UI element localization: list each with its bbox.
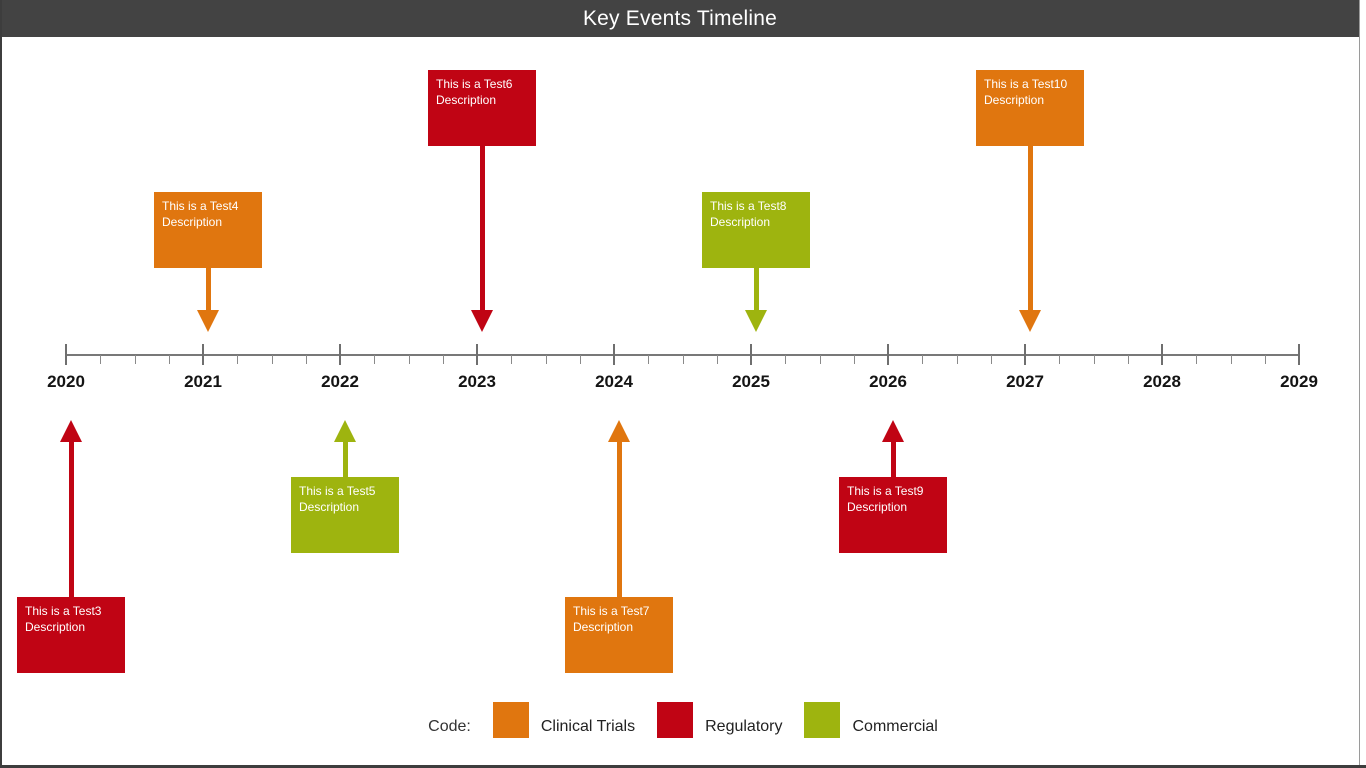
window-border-bottom xyxy=(0,765,1366,768)
event-box: This is a Test10 Description xyxy=(976,70,1084,146)
axis-minor-tick xyxy=(1196,355,1197,364)
axis-minor-tick xyxy=(683,355,684,364)
page-title: Key Events Timeline xyxy=(582,6,778,30)
axis-year-label: 2020 xyxy=(47,372,85,391)
axis-minor-tick xyxy=(306,355,307,364)
axis-year-label: 2026 xyxy=(869,372,907,391)
arrow-down-icon xyxy=(471,310,493,332)
axis-minor-tick xyxy=(443,355,444,364)
event-box: This is a Test7 Description xyxy=(565,597,673,673)
clinical-trials-swatch xyxy=(492,702,529,738)
axis-minor-tick xyxy=(237,355,238,364)
axis-year-label: 2021 xyxy=(184,372,222,391)
event-box: This is a Test6 Description xyxy=(428,70,536,146)
legend-entry-clinical-trials: Clinical Trials xyxy=(492,702,636,738)
axis-minor-tick xyxy=(546,355,547,364)
arrow-down-icon xyxy=(745,310,767,332)
event-connector-stem xyxy=(1027,146,1033,310)
commercial-swatch xyxy=(804,702,841,738)
legend-entry-commercial: Commercial xyxy=(804,702,938,738)
arrow-up-icon xyxy=(882,420,904,442)
event-connector-stem xyxy=(68,442,74,597)
legend-entry-regulatory: Regulatory xyxy=(657,702,782,738)
axis-minor-tick xyxy=(785,355,786,364)
arrow-down-icon xyxy=(197,310,219,332)
axis-minor-tick xyxy=(169,355,170,364)
event-connector-stem xyxy=(890,442,896,477)
event-box: This is a Test5 Description xyxy=(291,477,399,553)
axis-major-tick xyxy=(1161,344,1163,365)
axis-minor-tick xyxy=(135,355,136,364)
axis-minor-tick xyxy=(922,355,923,364)
axis-year-label: 2025 xyxy=(732,372,770,391)
axis-year-label: 2027 xyxy=(1006,372,1044,391)
arrow-down-icon xyxy=(1019,310,1041,332)
event-connector-stem xyxy=(342,442,348,477)
axis-major-tick xyxy=(613,344,615,365)
event-connector-stem xyxy=(479,146,485,310)
axis-minor-tick xyxy=(854,355,855,364)
axis-major-tick xyxy=(65,344,67,365)
axis-minor-tick xyxy=(1094,355,1095,364)
axis-year-label: 2024 xyxy=(595,372,633,391)
axis-major-tick xyxy=(887,344,889,365)
axis-minor-tick xyxy=(991,355,992,364)
axis-minor-tick xyxy=(272,355,273,364)
window-border-right xyxy=(1359,0,1360,768)
axis-minor-tick xyxy=(374,355,375,364)
event-box: This is a Test4 Description xyxy=(154,192,262,268)
axis-minor-tick xyxy=(1059,355,1060,364)
axis-minor-tick xyxy=(957,355,958,364)
event-box: This is a Test9 Description xyxy=(839,477,947,553)
regulatory-swatch xyxy=(657,702,694,738)
axis-minor-tick xyxy=(1231,355,1232,364)
axis-major-tick xyxy=(476,344,478,365)
axis-minor-tick xyxy=(100,355,101,364)
axis-minor-tick xyxy=(717,355,718,364)
axis-major-tick xyxy=(1298,344,1300,365)
axis-minor-tick xyxy=(820,355,821,364)
legend-entry-label: Clinical Trials xyxy=(540,718,636,735)
legend-entry-label: Commercial xyxy=(852,718,938,735)
event-connector-stem xyxy=(616,442,622,597)
window-border-left xyxy=(0,0,2,768)
title-bar: Key Events Timeline xyxy=(0,0,1360,37)
event-connector-stem xyxy=(753,268,759,310)
axis-major-tick xyxy=(1024,344,1026,365)
legend: Code: Clinical Trials Regulatory Commerc… xyxy=(0,702,1366,738)
axis-minor-tick xyxy=(648,355,649,364)
timeline-axis xyxy=(65,354,1300,356)
axis-year-label: 2029 xyxy=(1280,372,1318,391)
axis-minor-tick xyxy=(409,355,410,364)
legend-code-label: Code: xyxy=(428,718,471,735)
axis-year-label: 2023 xyxy=(458,372,496,391)
arrow-up-icon xyxy=(608,420,630,442)
axis-minor-tick xyxy=(1128,355,1129,364)
axis-minor-tick xyxy=(1265,355,1266,364)
arrow-up-icon xyxy=(334,420,356,442)
axis-major-tick xyxy=(202,344,204,365)
axis-year-label: 2028 xyxy=(1143,372,1181,391)
legend-entry-label: Regulatory xyxy=(705,718,783,735)
event-box: This is a Test8 Description xyxy=(702,192,810,268)
event-connector-stem xyxy=(205,268,211,310)
axis-minor-tick xyxy=(580,355,581,364)
axis-major-tick xyxy=(339,344,341,365)
axis-minor-tick xyxy=(511,355,512,364)
event-box: This is a Test3 Description xyxy=(17,597,125,673)
arrow-up-icon xyxy=(60,420,82,442)
axis-year-label: 2022 xyxy=(321,372,359,391)
axis-major-tick xyxy=(750,344,752,365)
